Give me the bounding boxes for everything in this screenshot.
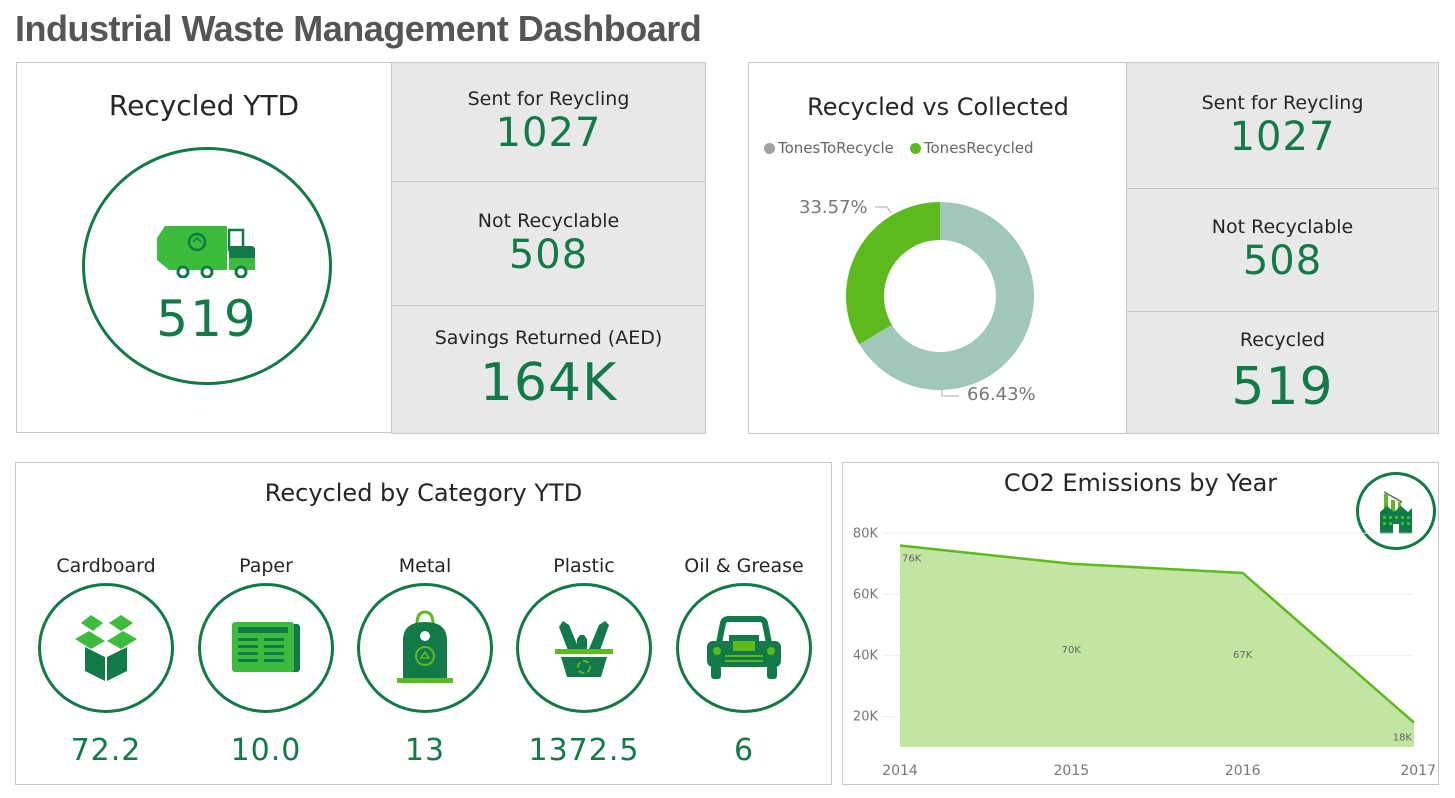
y-tick-label: 20K [853,709,879,724]
donut-legend: TonesToRecycle TonesRecycled [764,139,1034,157]
donut-leader-line [941,388,959,397]
factory-icon-circle [1356,472,1436,550]
category-label: Oil & Grease [684,555,804,577]
x-tick-label: 2017 [1400,763,1436,779]
car-icon [707,616,781,679]
category-paper[interactable]: Paper 10.0 [196,555,336,768]
kpi-value: 1027 [1229,113,1336,160]
x-tick-label: 2015 [1054,763,1090,779]
plastic-bottles-basket-icon [555,621,613,677]
donut-label-tones-recycled: 33.57% [799,197,868,218]
cardboard-box-icon [75,615,137,681]
co2-data-label: 67K [1233,650,1253,661]
page-title: Industrial Waste Management Dashboard [15,8,702,49]
co2-area-chart: 20K 40K 60K 80K 76K 70K 67K 18K 2014 2015 2016 2017 [853,526,1436,779]
newspaper-icon [232,622,300,672]
kpi-savings-returned[interactable]: Savings Returned (AED) 164K [391,306,706,434]
category-label: Metal [398,555,452,577]
donut-slice-TonesToRecycle[interactable] [859,202,1034,390]
recycled-ytd-title: Recycled YTD [108,89,300,122]
recycled-vs-collected-panel[interactable]: Recycled vs Collected TonesToRecycle Ton… [748,62,1128,434]
category-plastic[interactable]: Plastic 1372.5 [514,555,654,768]
garbage-truck-icon [157,226,255,278]
kpi-not-recyclable[interactable]: Not Recyclable 508 [391,182,706,306]
co2-data-label: 76K [902,553,922,564]
co2-title: CO2 Emissions by Year [1003,469,1278,497]
legend-dot-grey [764,142,775,154]
category-label: Cardboard [56,555,156,577]
co2-data-label: 18K [1393,733,1413,744]
category-circle [198,583,334,713]
legend-item-tones-recycled[interactable]: TonesRecycled [909,139,1034,157]
category-label: Plastic [553,555,615,577]
kpi-sent-for-recycling[interactable]: Sent for Reycling 1027 [391,62,706,182]
kpi-label: Not Recyclable [477,209,620,232]
donut-chart: 66.43% 33.57% [799,197,1036,405]
recycled-ytd-value: 519 [156,290,258,348]
category-value: 13 [404,733,446,768]
kpi-value: 1027 [495,110,602,156]
kpi-value: 164K [479,352,618,413]
donut-label-tones-to-recycle: 66.43% [967,384,1036,405]
legend-label: TonesToRecycle [778,139,894,157]
kpi-column-left: Sent for Reycling 1027 Not Recyclable 50… [391,62,706,434]
category-oil-grease[interactable]: Oil & Grease 6 [674,555,814,768]
kpi-label: Sent for Reycling [1201,91,1364,114]
co2-line [899,544,1415,724]
category-circle [357,583,493,713]
kpi-value: 508 [508,231,589,278]
legend-dot-green [909,142,921,154]
category-circle [516,583,652,713]
category-title: Recycled by Category YTD [264,479,583,507]
category-value: 6 [733,733,755,768]
category-circle [38,583,174,713]
kpi-not-recyclable[interactable]: Not Recyclable 508 [1126,189,1439,312]
donut-slice-TonesRecycled[interactable] [846,202,940,345]
x-tick-label: 2016 [1225,763,1261,779]
category-cardboard[interactable]: Cardboard 72.2 [36,555,176,768]
recycled-ytd-circle: 519 [82,147,332,385]
category-metal[interactable]: Metal 13 [355,555,495,768]
donut-title: Recycled vs Collected [807,93,1069,121]
recycled-by-category-panel[interactable]: Recycled by Category YTD Cardboard 72.2 … [15,462,832,785]
category-value: 72.2 [70,733,142,768]
kpi-value: 508 [1242,238,1323,284]
legend-label: TonesRecycled [923,139,1034,157]
recycled-ytd-panel[interactable]: Recycled YTD 519 [16,62,392,433]
co2-area-fill [900,545,1414,747]
category-label: Paper [239,555,293,577]
kpi-column-right: Sent for Reycling 1027 Not Recyclable 50… [1126,62,1439,434]
y-tick-label: 60K [853,587,879,602]
kpi-sent-for-recycling[interactable]: Sent for Reycling 1027 [1126,62,1439,189]
kpi-value: 519 [1231,356,1334,417]
kpi-label: Sent for Reycling [467,88,630,110]
factory-icon [1380,491,1412,534]
metal-bin-icon [397,610,453,683]
co2-emissions-panel[interactable]: CO2 Emissions by Year 20K 40K 60K 80K 76K 70K… [842,462,1439,785]
donut-leader-line [875,206,892,214]
y-tick-label: 40K [853,648,879,663]
category-circle [676,583,812,713]
kpi-recycled[interactable]: Recycled 519 [1126,312,1439,434]
co2-data-label: 70K [1062,645,1082,656]
kpi-label: Savings Returned (AED) [434,326,663,349]
category-value: 10.0 [230,733,302,768]
category-value: 1372.5 [528,733,640,768]
x-tick-label: 2014 [882,763,918,779]
legend-item-tones-to-recycle[interactable]: TonesToRecycle [764,139,894,157]
kpi-label: Not Recyclable [1211,216,1354,238]
y-tick-label: 80K [853,526,879,541]
kpi-label: Recycled [1239,328,1326,351]
